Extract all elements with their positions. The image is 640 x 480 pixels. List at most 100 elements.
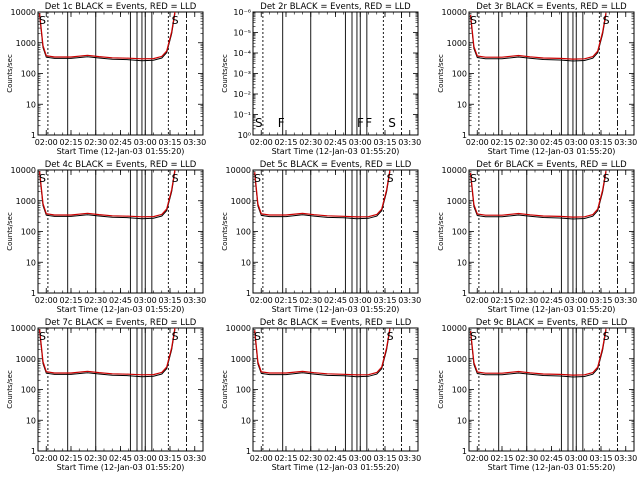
annotation-s: S — [387, 330, 394, 343]
panel-5: Det 5c BLACK = Events, RED = LLD 1 10 100 10… — [221, 160, 421, 314]
panel-title: Det 6r BLACK = Events, RED = LLD — [476, 160, 627, 170]
y-tick-label: 10 — [241, 258, 251, 267]
annotation-f: F — [278, 116, 285, 130]
y-axis-label: Counts/sec — [437, 212, 445, 251]
series-line-lld — [470, 12, 607, 60]
panel-7: Det 7c BLACK = Events, RED = LLD 1 10 100 10… — [6, 318, 206, 472]
x-axis-label: Start Time (12-Jan-03 01:55:20) — [57, 463, 185, 472]
x-tick-label: 03:00 — [349, 454, 372, 463]
x-tick-label: 02:15 — [274, 454, 297, 463]
x-tick-label: 02:15 — [490, 138, 513, 147]
y-tick-label: 10 — [26, 100, 36, 109]
y-tick-label: 10000 — [11, 166, 36, 175]
x-tick-label: 02:00 — [250, 454, 273, 463]
y-tick-label: 100 — [452, 70, 467, 79]
y-tick-label: 10⁻³ — [233, 70, 251, 79]
x-axis-label: Start Time (12-Jan-03 01:55:20) — [488, 463, 616, 472]
x-tick-label: 02:30 — [515, 296, 538, 305]
y-tick-label: 10 — [457, 416, 467, 425]
panel-3: Det 3r BLACK = Events, RED = LLD 1 10 100 10… — [437, 2, 637, 156]
x-tick-label: 03:30 — [398, 138, 421, 147]
x-tick-label: 02:15 — [490, 454, 513, 463]
y-tick-label: 10 — [241, 416, 251, 425]
y-tick-label: 10000 — [11, 8, 36, 17]
y-tick-label: 10000 — [11, 324, 36, 333]
y-tick-label: 10⁻² — [233, 90, 251, 99]
annotation-s: S — [255, 116, 263, 130]
x-tick-label: 03:00 — [565, 138, 588, 147]
x-axis-label: Start Time (12-Jan-03 01:55:20) — [272, 305, 400, 314]
panel-title: Det 4c BLACK = Events, RED = LLD — [45, 160, 197, 170]
panel-4: Det 4c BLACK = Events, RED = LLD 1 10 100 10… — [6, 160, 206, 314]
series-line-lld — [39, 169, 176, 218]
y-axis-label: Counts/sec — [437, 370, 445, 409]
y-tick-label: 10⁻⁶ — [233, 8, 251, 17]
y-tick-label: 1 — [462, 131, 467, 140]
y-tick-label: 1 — [31, 131, 36, 140]
x-tick-label: 03:15 — [589, 454, 612, 463]
x-axis-label: Start Time (12-Jan-03 01:55:20) — [488, 147, 616, 156]
x-tick-label: 02:00 — [35, 296, 58, 305]
x-tick-label: 02:30 — [299, 138, 322, 147]
x-tick-label: 02:45 — [109, 296, 132, 305]
y-tick-label: 1000 — [447, 39, 467, 48]
annotation-s: S — [603, 14, 610, 27]
x-tick-label: 02:00 — [250, 296, 273, 305]
y-tick-label: 1000 — [231, 355, 251, 364]
x-axis-label: Start Time (12-Jan-03 01:55:20) — [57, 305, 185, 314]
x-tick-label: 02:30 — [84, 138, 107, 147]
series-line-lld — [470, 170, 607, 218]
x-tick-label: 03:30 — [398, 296, 421, 305]
annotation-s: S — [470, 330, 477, 343]
x-axis-label: Start Time (12-Jan-03 01:55:20) — [272, 463, 400, 472]
y-tick-label: 100 — [21, 70, 36, 79]
x-tick-label: 02:45 — [109, 454, 132, 463]
y-tick-label: 10 — [26, 416, 36, 425]
panel-title: Det 5c BLACK = Events, RED = LLD — [260, 160, 412, 170]
y-tick-label: 10⁻⁴ — [233, 49, 251, 58]
x-tick-label: 03:30 — [614, 454, 637, 463]
x-tick-label: 02:15 — [59, 138, 82, 147]
x-tick-label: 02:45 — [540, 138, 563, 147]
annotation-s: S — [387, 172, 394, 185]
x-tick-label: 03:15 — [589, 296, 612, 305]
annotation-f: F — [357, 116, 364, 130]
x-tick-label: 02:15 — [274, 138, 297, 147]
x-tick-label: 02:45 — [109, 138, 132, 147]
x-tick-label: 02:00 — [35, 454, 58, 463]
y-axis-label: Counts/sec — [6, 212, 14, 251]
y-tick-label: 10000 — [442, 8, 467, 17]
annotation-s: S — [388, 116, 396, 130]
annotation-s: S — [172, 330, 179, 343]
series-line-lld — [254, 328, 391, 376]
x-tick-label: 03:15 — [373, 138, 396, 147]
y-tick-label: 10 — [457, 100, 467, 109]
annotation-s: S — [172, 172, 179, 185]
x-tick-label: 02:00 — [35, 138, 58, 147]
plot-frame — [468, 11, 635, 136]
panel-title: Det 2r BLACK = Events, RED = LLD — [260, 2, 411, 12]
x-tick-label: 03:30 — [183, 138, 206, 147]
x-axis-label: Start Time (12-Jan-03 01:55:20) — [57, 147, 185, 156]
series-line-lld — [254, 170, 391, 218]
y-tick-label: 100 — [452, 386, 467, 395]
series-line-events — [254, 329, 391, 378]
series-line-events — [39, 171, 176, 220]
annotation-s: S — [39, 172, 46, 185]
panel-title: Det 1c BLACK = Events, RED = LLD — [45, 2, 197, 12]
panel-title: Det 9c BLACK = Events, RED = LLD — [476, 318, 628, 328]
x-tick-label: 03:30 — [398, 454, 421, 463]
x-axis-label: Start Time (12-Jan-03 01:55:20) — [272, 147, 400, 156]
y-tick-label: 100 — [236, 228, 251, 237]
series-line-lld — [39, 327, 176, 376]
series-line-events — [254, 171, 391, 220]
y-axis-label: Counts/sec — [6, 370, 14, 409]
annotation-s: S — [39, 330, 46, 343]
x-tick-label: 02:15 — [490, 296, 513, 305]
x-tick-label: 02:45 — [324, 296, 347, 305]
x-tick-label: 03:15 — [373, 454, 396, 463]
x-tick-label: 03:00 — [565, 296, 588, 305]
y-axis-label: Counts/sec — [6, 54, 14, 93]
annotation-s: S — [254, 330, 261, 343]
y-tick-label: 1000 — [16, 355, 36, 364]
